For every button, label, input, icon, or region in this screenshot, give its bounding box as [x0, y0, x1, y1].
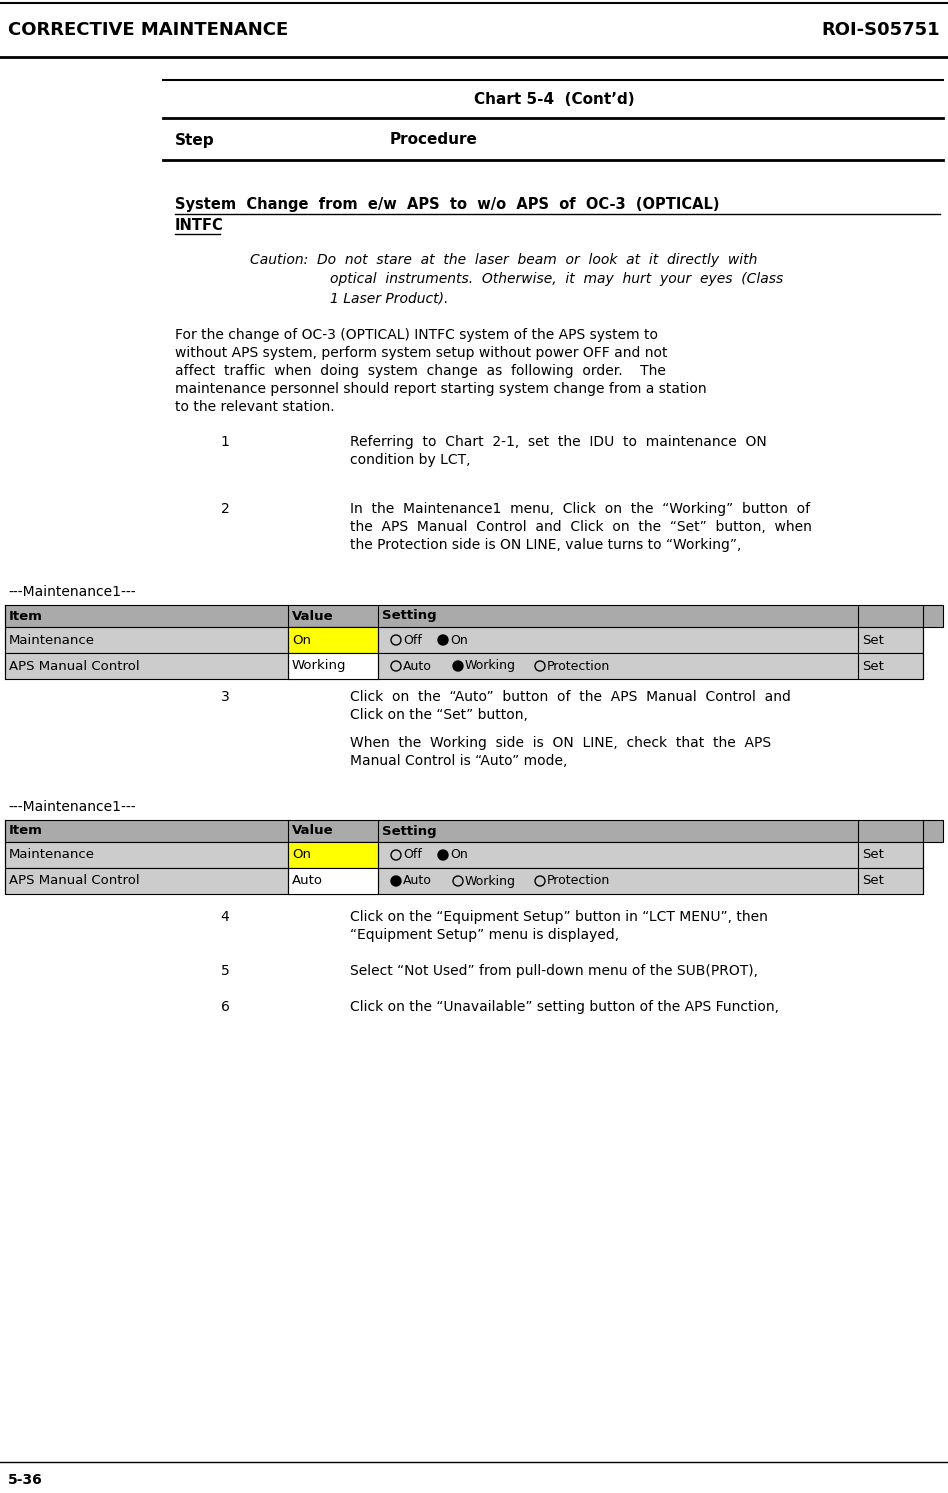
Text: Working: Working [465, 660, 516, 672]
Text: Referring  to  Chart  2-1,  set  the  IDU  to  maintenance  ON: Referring to Chart 2-1, set the IDU to m… [350, 434, 767, 449]
Text: 3: 3 [221, 690, 229, 705]
Text: Value: Value [292, 824, 334, 838]
Bar [5, 652, 923, 679]
Text: Auto: Auto [403, 875, 432, 887]
Bar [5, 820, 943, 842]
Text: Setting: Setting [382, 824, 437, 838]
Text: On: On [450, 633, 467, 646]
Text: maintenance personnel should report starting system change from a station: maintenance personnel should report star… [175, 382, 706, 396]
Text: Click on the “Set” button,: Click on the “Set” button, [350, 708, 528, 723]
Text: APS Manual Control: APS Manual Control [9, 875, 139, 887]
Text: 5-36: 5-36 [8, 1474, 43, 1487]
Text: Auto: Auto [292, 875, 323, 887]
Text: Caution:  Do  not  stare  at  the  laser  beam  or  look  at  it  directly  with: Caution: Do not stare at the laser beam … [250, 252, 757, 267]
Text: 5: 5 [221, 964, 229, 978]
Text: Set: Set [862, 875, 884, 887]
Text: Manual Control is “Auto” mode,: Manual Control is “Auto” mode, [350, 754, 567, 767]
Text: 1: 1 [221, 434, 229, 449]
Text: 4: 4 [221, 911, 229, 924]
Circle shape [453, 661, 463, 670]
Text: For the change of OC-3 (OPTICAL) INTFC system of the APS system to: For the change of OC-3 (OPTICAL) INTFC s… [175, 328, 658, 342]
Text: Value: Value [292, 609, 334, 623]
Bar [5, 605, 943, 627]
Text: When  the  Working  side  is  ON  LINE,  check  that  the  APS: When the Working side is ON LINE, check … [350, 736, 771, 749]
Text: Click on the “Unavailable” setting button of the APS Function,: Click on the “Unavailable” setting butto… [350, 1000, 779, 1014]
Text: Setting: Setting [382, 609, 437, 623]
Text: ---Maintenance1---: ---Maintenance1--- [8, 585, 136, 599]
Text: Set: Set [862, 633, 884, 646]
Bar [5, 842, 923, 867]
Bar [288, 652, 378, 679]
Text: Click  on  the  “Auto”  button  of  the  APS  Manual  Control  and: Click on the “Auto” button of the APS Ma… [350, 690, 791, 705]
Text: Auto: Auto [403, 660, 432, 672]
Text: Click on the “Equipment Setup” button in “LCT MENU”, then: Click on the “Equipment Setup” button in… [350, 911, 768, 924]
Text: without APS system, perform system setup without power OFF and not: without APS system, perform system setup… [175, 346, 667, 360]
Bar [5, 867, 923, 894]
Text: On: On [450, 848, 467, 861]
Text: the  APS  Manual  Control  and  Click  on  the  “Set”  button,  when: the APS Manual Control and Click on the … [350, 520, 811, 534]
Text: APS Manual Control: APS Manual Control [9, 660, 139, 672]
Text: ---Maintenance1---: ---Maintenance1--- [8, 800, 136, 814]
Text: In  the  Maintenance1  menu,  Click  on  the  “Working”  button  of: In the Maintenance1 menu, Click on the “… [350, 502, 811, 517]
Text: 1 Laser Product).: 1 Laser Product). [330, 291, 448, 305]
Text: CORRECTIVE MAINTENANCE: CORRECTIVE MAINTENANCE [8, 21, 288, 39]
Text: Protection: Protection [547, 660, 611, 672]
Text: 2: 2 [221, 502, 229, 517]
Text: Step: Step [175, 133, 214, 148]
Text: Working: Working [465, 875, 516, 887]
Text: the Protection side is ON LINE, value turns to “Working”,: the Protection side is ON LINE, value tu… [350, 537, 741, 552]
Text: Select “Not Used” from pull-down menu of the SUB(PROT),: Select “Not Used” from pull-down menu of… [350, 964, 758, 978]
Text: optical  instruments.  Otherwise,  it  may  hurt  your  eyes  (Class: optical instruments. Otherwise, it may h… [330, 272, 783, 287]
Circle shape [438, 850, 448, 860]
Text: “Equipment Setup” menu is displayed,: “Equipment Setup” menu is displayed, [350, 929, 619, 942]
Bar [5, 627, 923, 652]
Circle shape [391, 876, 401, 885]
Circle shape [438, 635, 448, 645]
Text: Chart 5-4  (Cont’d): Chart 5-4 (Cont’d) [474, 93, 634, 107]
Bar [288, 867, 378, 894]
Text: ROI-S05751: ROI-S05751 [821, 21, 940, 39]
Text: INTFC: INTFC [175, 218, 224, 233]
Text: Off: Off [403, 633, 422, 646]
Text: On: On [292, 848, 311, 861]
Text: Protection: Protection [547, 875, 611, 887]
Text: Working: Working [292, 660, 347, 672]
Bar [288, 842, 378, 867]
Text: affect  traffic  when  doing  system  change  as  following  order.    The: affect traffic when doing system change … [175, 364, 665, 378]
Text: Maintenance: Maintenance [9, 633, 95, 646]
Text: Off: Off [403, 848, 422, 861]
Text: condition by LCT,: condition by LCT, [350, 452, 470, 467]
Text: 6: 6 [221, 1000, 229, 1014]
Text: Item: Item [9, 609, 43, 623]
Text: System  Change  from  e/w  APS  to  w/o  APS  of  OC-3  (OPTICAL): System Change from e/w APS to w/o APS of… [175, 197, 720, 212]
Text: Set: Set [862, 660, 884, 672]
Text: Set: Set [862, 848, 884, 861]
Text: Maintenance: Maintenance [9, 848, 95, 861]
Text: On: On [292, 633, 311, 646]
Text: Procedure: Procedure [390, 133, 478, 148]
Text: Item: Item [9, 824, 43, 838]
Bar [288, 627, 378, 652]
Text: to the relevant station.: to the relevant station. [175, 400, 335, 414]
